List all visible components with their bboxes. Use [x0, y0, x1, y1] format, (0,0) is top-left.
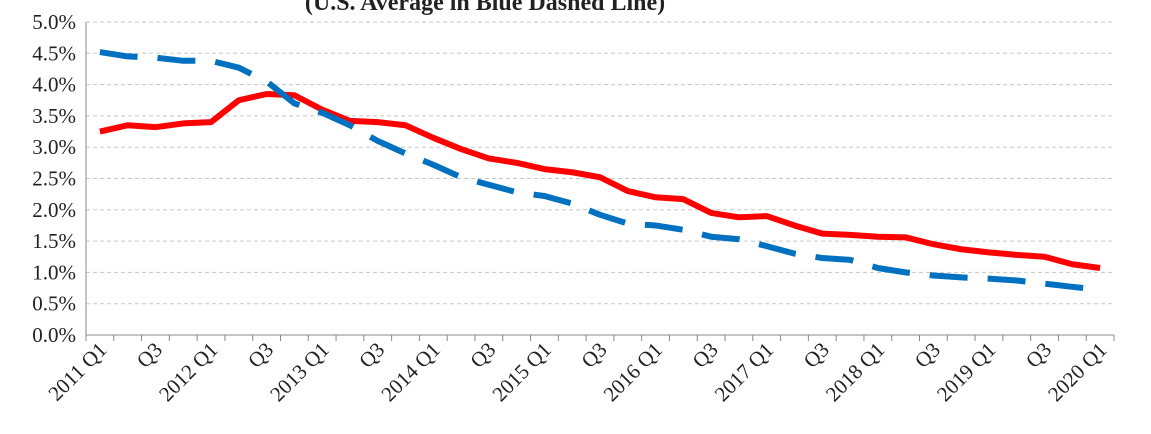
chart-title: (U.S. Average in Blue Dashed Line) [305, 0, 665, 16]
x-tick-label: Q3 [688, 338, 723, 373]
x-tick-label: Q3 [910, 338, 945, 373]
x-tick-label: Q3 [354, 338, 389, 373]
x-tick-label: 2015 Q1 [487, 338, 556, 407]
x-tick-label: Q3 [1021, 338, 1056, 373]
y-tick-label: 2.0% [32, 198, 76, 222]
x-tick-label: 2018 Q1 [821, 338, 890, 407]
x-tick-label: 2011 Q1 [43, 338, 111, 406]
y-tick-label: 1.5% [32, 229, 76, 253]
y-tick-label: 5.0% [32, 10, 76, 34]
x-tick-label: 2014 Q1 [376, 338, 445, 407]
x-tick-label: 2012 Q1 [154, 338, 223, 407]
y-tick-label: 3.5% [32, 104, 76, 128]
series-line [99, 90, 1101, 271]
y-tick-label: 3.0% [32, 135, 76, 159]
y-tick-label: 2.5% [32, 167, 76, 191]
y-tick-label: 1.0% [32, 260, 76, 284]
y-tick-label: 4.5% [32, 41, 76, 65]
x-tick-label: 2020 Q1 [1043, 338, 1112, 407]
series-line [99, 49, 1101, 293]
y-tick-label: 4.0% [32, 73, 76, 97]
x-tick-label: 2017 Q1 [710, 338, 779, 407]
x-tick-label: 2013 Q1 [265, 338, 334, 407]
x-tick-label: Q3 [465, 338, 500, 373]
x-tick-label: Q3 [243, 338, 278, 373]
y-tick-label: 0.0% [32, 323, 76, 347]
x-tick-label: 2019 Q1 [932, 338, 1001, 407]
x-tick-label: 2016 Q1 [599, 338, 668, 407]
y-tick-label: 0.5% [32, 292, 76, 316]
x-tick-label: Q3 [576, 338, 611, 373]
x-tick-label: Q3 [132, 338, 167, 373]
x-tick-label: Q3 [799, 338, 834, 373]
